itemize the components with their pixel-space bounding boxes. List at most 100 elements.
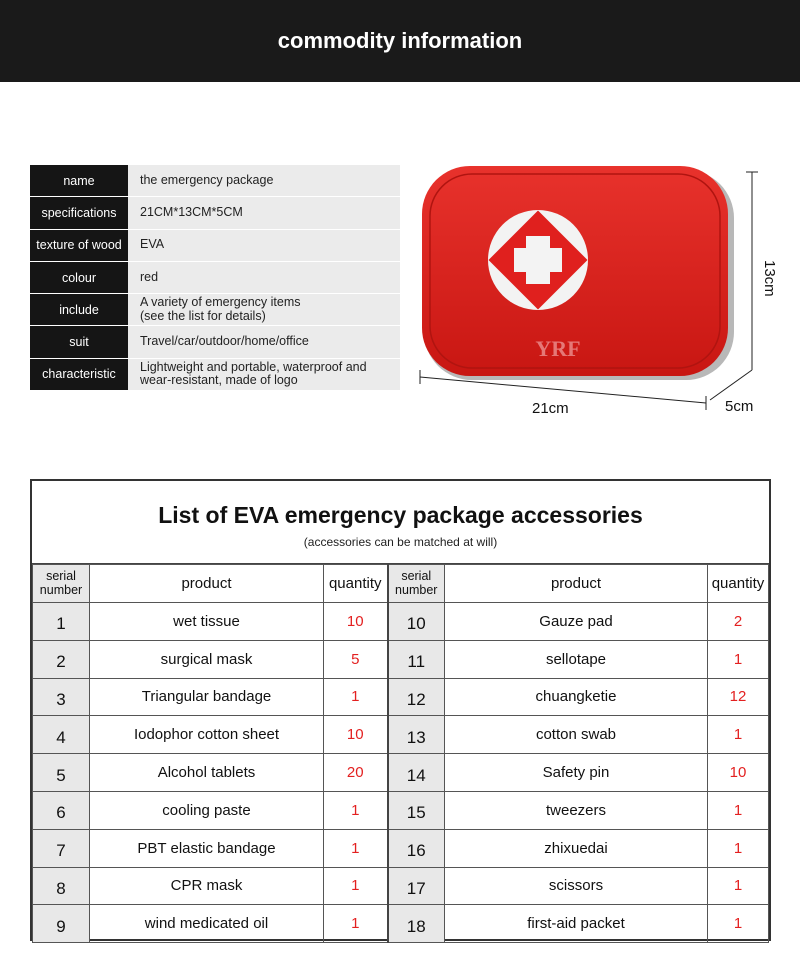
product-cell: Gauze pad	[444, 602, 708, 641]
quantity-cell: 1	[707, 639, 769, 679]
serial-cell: 14	[386, 753, 445, 792]
quantity-cell: 10	[323, 715, 388, 755]
page-title: commodity information	[277, 28, 523, 53]
quantity-cell: 1	[323, 904, 388, 944]
info-row: colour red	[30, 261, 400, 295]
serial-cell: 16	[386, 828, 445, 868]
serial-cell: 13	[386, 715, 445, 755]
info-label: characteristic	[30, 358, 128, 391]
serial-cell: 1	[32, 602, 90, 641]
col-quantity: quantity	[707, 564, 769, 603]
table-row: 7 PBT elastic bandage 1 16 zhixuedai 1	[32, 828, 769, 868]
serial-cell: 10	[386, 602, 445, 641]
product-cell: wet tissue	[89, 602, 324, 641]
serial-cell: 5	[32, 753, 90, 792]
product-cell: Iodophor cotton sheet	[89, 715, 324, 755]
info-label: texture of wood	[30, 229, 128, 261]
product-cell: cotton swab	[444, 715, 708, 755]
info-value: red	[128, 261, 400, 294]
product-cell: scissors	[444, 866, 708, 906]
quantity-cell: 2	[707, 602, 769, 641]
first-aid-case-illustration: YRF	[419, 166, 758, 410]
info-value: Travel/car/outdoor/home/office	[128, 326, 400, 358]
height-label: 13cm	[761, 260, 778, 297]
quantity-cell: 1	[323, 677, 388, 717]
serial-cell: 4	[32, 715, 90, 755]
quantity-cell: 10	[323, 602, 388, 641]
width-label: 21cm	[532, 400, 569, 417]
info-row: texture of wood EVA	[30, 229, 400, 262]
quantity-cell: 1	[323, 790, 388, 830]
table-row: 3 Triangular bandage 1 12 chuangketie 12	[32, 677, 769, 717]
product-cell: Alcohol tablets	[89, 753, 324, 792]
quantity-cell: 20	[323, 753, 388, 792]
product-cell: cooling paste	[89, 790, 324, 830]
table-row: 5 Alcohol tablets 20 14 Safety pin 10	[32, 753, 769, 792]
product-cell: first-aid packet	[444, 904, 708, 944]
serial-cell: 2	[32, 639, 90, 679]
info-label: colour	[30, 261, 128, 294]
info-row: characteristic Lightweight and portable, …	[30, 358, 400, 392]
info-value: 21CM*13CM*5CM	[128, 197, 400, 229]
product-cell: PBT elastic bandage	[89, 828, 324, 868]
info-row: specifications 21CM*13CM*5CM	[30, 197, 400, 230]
accessories-list: List of EVA emergency package accessorie…	[30, 479, 771, 944]
quantity-cell: 1	[707, 790, 769, 830]
quantity-cell: 1	[707, 866, 769, 906]
serial-cell: 17	[386, 866, 445, 906]
info-row: include A variety of emergency items (see…	[30, 294, 400, 327]
quantity-cell: 1	[707, 904, 769, 944]
table-row: 8 CPR mask 1 17 scissors 1	[32, 866, 769, 906]
col-product: product	[444, 564, 708, 603]
quantity-cell: 12	[707, 677, 769, 717]
product-cell: tweezers	[444, 790, 708, 830]
table-row: 4 Iodophor cotton sheet 10 13 cotton swa…	[32, 715, 769, 755]
info-label: include	[30, 294, 128, 326]
table-row: 9 wind medicated oil 1 18 first-aid pack…	[32, 904, 769, 944]
table-row: 1 wet tissue 10 10 Gauze pad 2	[32, 602, 769, 641]
serial-cell: 7	[32, 828, 90, 868]
info-value: EVA	[128, 229, 400, 261]
product-cell: zhixuedai	[444, 828, 708, 868]
info-row: name the emergency package	[30, 165, 400, 198]
info-value: Lightweight and portable, waterproof and…	[128, 358, 400, 391]
product-image: YRF 21cm 5cm 13cm	[410, 150, 800, 420]
quantity-cell: 1	[707, 828, 769, 868]
quantity-cell: 10	[707, 753, 769, 792]
watermark: YRF	[535, 336, 580, 361]
header-banner: commodity information	[0, 0, 800, 82]
info-value: the emergency package	[128, 165, 400, 197]
serial-cell: 9	[32, 904, 90, 944]
quantity-cell: 1	[323, 828, 388, 868]
serial-cell: 8	[32, 866, 90, 906]
serial-cell: 18	[386, 904, 445, 944]
product-cell: chuangketie	[444, 677, 708, 717]
col-serial: serial number	[32, 564, 90, 603]
product-cell: wind medicated oil	[89, 904, 324, 944]
quantity-cell: 5	[323, 639, 388, 679]
serial-cell: 15	[386, 790, 445, 830]
info-label: suit	[30, 326, 128, 358]
table-row: 2 surgical mask 5 11 sellotape 1	[32, 639, 769, 679]
depth-label: 5cm	[725, 398, 754, 415]
product-cell: Triangular bandage	[89, 677, 324, 717]
accessories-table: serial number product quantity serial nu…	[32, 564, 769, 944]
info-label: name	[30, 165, 128, 197]
col-quantity: quantity	[323, 564, 388, 603]
col-serial: serial number	[386, 564, 445, 603]
commodity-info-table: name the emergency package specifications 2…	[30, 165, 400, 392]
product-cell: surgical mask	[89, 639, 324, 679]
info-label: specifications	[30, 197, 128, 229]
serial-cell: 12	[386, 677, 445, 717]
product-cell: sellotape	[444, 639, 708, 679]
info-row: suit Travel/car/outdoor/home/office	[30, 326, 400, 359]
col-product: product	[89, 564, 324, 603]
serial-cell: 3	[32, 677, 90, 717]
info-value: A variety of emergency items (see the li…	[128, 294, 400, 326]
serial-cell: 6	[32, 790, 90, 830]
serial-cell: 11	[386, 639, 445, 679]
product-cell: Safety pin	[444, 753, 708, 792]
accessories-subtitle: (accessories can be matched at will)	[303, 535, 498, 549]
product-cell: CPR mask	[89, 866, 324, 906]
quantity-cell: 1	[323, 866, 388, 906]
